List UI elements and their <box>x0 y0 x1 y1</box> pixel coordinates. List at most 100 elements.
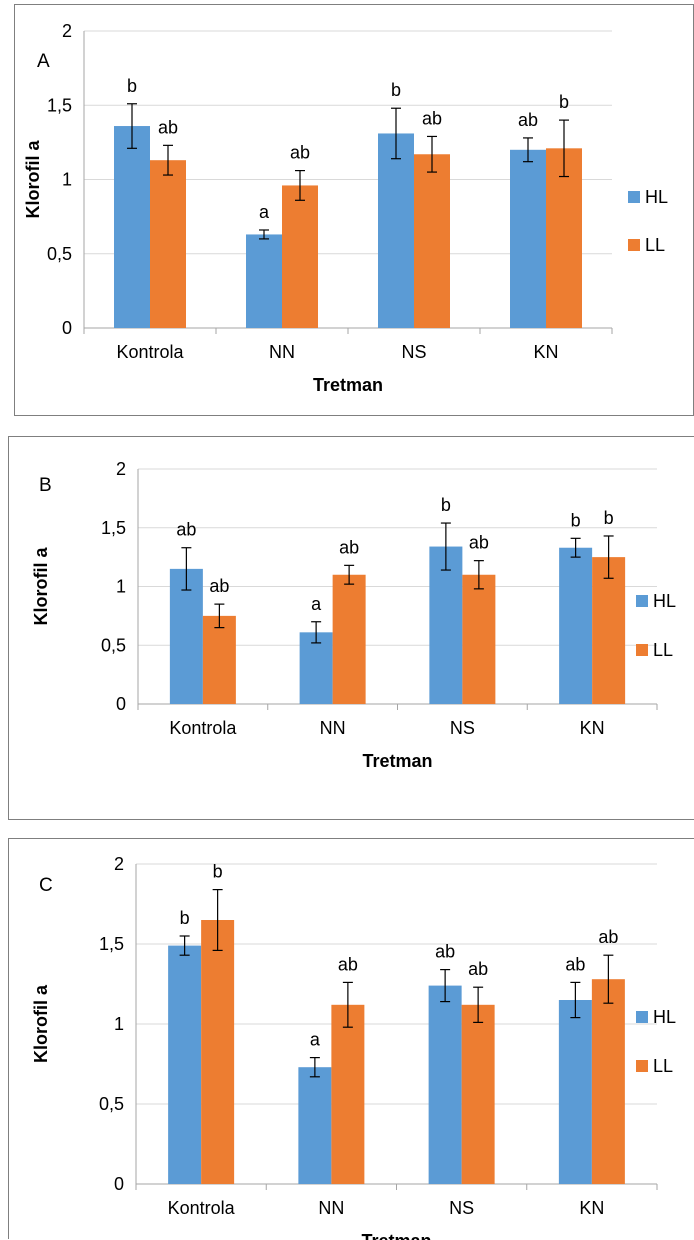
significance-label: b <box>127 76 137 96</box>
y-tick-label: 1 <box>116 577 126 597</box>
x-tick-label: NN <box>320 718 346 738</box>
significance-label: b <box>213 862 223 882</box>
x-tick-label: NS <box>450 718 475 738</box>
significance-label: ab <box>338 954 358 974</box>
chart-a-svg: 0 0,5 1 1,5 2 b ab Kontrola a ab NN b ab NS ab b KN Tretm… <box>23 21 668 395</box>
significance-label: b <box>559 92 569 112</box>
x-tick-label: NS <box>449 1198 474 1218</box>
legend-swatch-hl <box>636 595 648 607</box>
x-tick-label: KN <box>533 342 558 362</box>
chart-panel-c: 00,511,52bbKontrolaaabNNababNSababKNTret… <box>8 838 694 1240</box>
y-tick-label: 0,5 <box>99 1094 124 1114</box>
significance-label: ab <box>565 954 585 974</box>
x-tick-label: Kontrola <box>169 718 237 738</box>
bar-ll-ns <box>414 154 450 328</box>
bar-hl-kn <box>558 1000 592 1184</box>
significance-label: b <box>571 510 581 530</box>
panel-label: C <box>39 875 53 896</box>
significance-label: ab <box>158 117 178 137</box>
significance-label: ab <box>176 520 196 540</box>
significance-label: ab <box>435 942 455 962</box>
y-tick-label: 0,5 <box>47 244 72 264</box>
y-tick-label: 1 <box>62 170 72 190</box>
significance-label: a <box>259 202 270 222</box>
x-tick-label: Kontrola <box>168 1198 236 1218</box>
significance-label: ab <box>290 143 310 163</box>
y-axis-title: Klorofil a <box>31 547 51 626</box>
bar-ll-kn <box>592 557 626 704</box>
bar-ll-ns <box>461 1004 495 1184</box>
bar-hl-nn <box>298 1067 332 1184</box>
bar-ll-kn <box>591 979 625 1184</box>
x-tick-label: NS <box>401 342 426 362</box>
y-tick-label: 1,5 <box>99 934 124 954</box>
significance-label: ab <box>422 108 442 128</box>
legend-label-ll: LL <box>645 235 665 255</box>
bar-hl-nn <box>246 234 282 328</box>
legend-swatch-hl <box>628 191 640 203</box>
significance-label: ab <box>209 576 229 596</box>
x-tick-label: KN <box>579 1198 604 1218</box>
y-tick-label: 0 <box>116 694 126 714</box>
legend-swatch-ll <box>636 1060 648 1072</box>
significance-label: b <box>604 508 614 528</box>
y-tick-label: 1,5 <box>101 518 126 538</box>
significance-label: b <box>180 908 190 928</box>
legend-label-hl: HL <box>653 591 676 611</box>
bar-ll-kn <box>546 148 582 328</box>
bar-ll-ns <box>462 574 496 704</box>
bar-hl-ns <box>378 133 414 328</box>
significance-label: ab <box>518 110 538 130</box>
bar-ll-kontrola <box>201 920 235 1184</box>
bar-hl-kontrola <box>168 945 202 1184</box>
y-tick-label: 0 <box>114 1174 124 1194</box>
y-tick-label: 2 <box>114 854 124 874</box>
bar-ll-nn <box>282 185 318 328</box>
y-tick-label: 0,5 <box>101 635 126 655</box>
chart-panel-b: 0 0,5 1 1,5 2 ab ab Kontrola a ab NN b ab NS b b KN Tretm… <box>8 436 694 820</box>
y-axis-title: Klorofil a <box>31 984 51 1063</box>
bar-ll-kontrola <box>202 615 236 704</box>
legend-swatch-ll <box>636 644 648 656</box>
significance-label: ab <box>339 537 359 557</box>
legend-swatch-hl <box>636 1011 648 1023</box>
legend-label-hl: HL <box>653 1007 676 1027</box>
y-tick-label: 0 <box>62 318 72 338</box>
panel-label: A <box>37 51 50 72</box>
x-tick-label: KN <box>580 718 605 738</box>
bar-ll-nn <box>331 1004 365 1184</box>
y-axis-title: Klorofil a <box>23 140 43 219</box>
panel-label: B <box>39 475 52 496</box>
significance-label: b <box>391 80 401 100</box>
x-axis-title: Tretman <box>313 375 383 395</box>
bar-hl-ns <box>429 546 463 704</box>
y-tick-label: 2 <box>116 459 126 479</box>
bar-hl-kn <box>559 547 593 704</box>
bar-hl-nn <box>299 632 333 704</box>
y-tick-label: 1,5 <box>47 95 72 115</box>
legend-swatch-ll <box>628 239 640 251</box>
x-axis-title: Tretman <box>362 751 432 771</box>
significance-label: a <box>310 1030 321 1050</box>
y-tick-label: 2 <box>62 21 72 41</box>
x-tick-label: NN <box>318 1198 344 1218</box>
x-axis-title: Tretman <box>361 1231 431 1240</box>
legend-label-ll: LL <box>653 640 673 660</box>
significance-label: b <box>441 495 451 515</box>
legend-label-ll: LL <box>653 1056 673 1076</box>
bar-ll-kontrola <box>150 160 186 328</box>
bar-hl-kn <box>510 149 546 328</box>
y-tick-label: 1 <box>114 1014 124 1034</box>
x-tick-label: NN <box>269 342 295 362</box>
bar-hl-kontrola <box>169 568 203 704</box>
legend-label-hl: HL <box>645 187 668 207</box>
bar-hl-ns <box>428 985 462 1184</box>
bar-ll-nn <box>332 574 366 704</box>
chart-panel-a: 0 0,5 1 1,5 2 b ab Kontrola a ab NN b ab NS ab b KN Tretm… <box>14 4 694 416</box>
significance-label: ab <box>469 533 489 553</box>
significance-label: ab <box>468 959 488 979</box>
x-tick-label: Kontrola <box>116 342 184 362</box>
significance-label: a <box>311 594 322 614</box>
significance-label: ab <box>598 927 618 947</box>
